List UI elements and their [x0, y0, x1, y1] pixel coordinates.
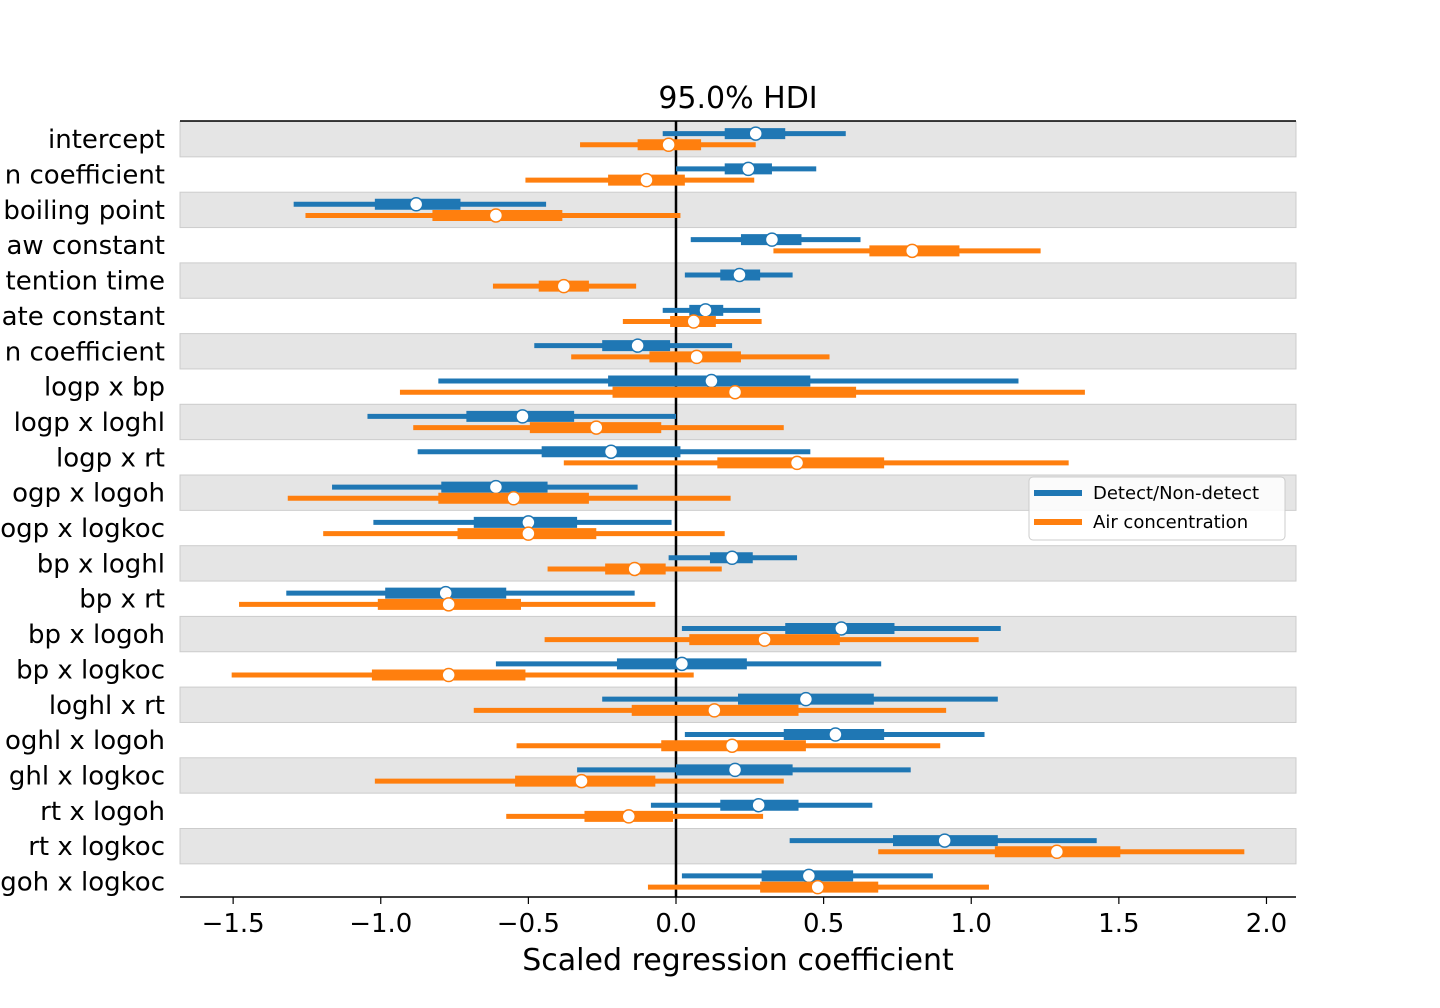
median-point	[639, 172, 654, 188]
median-point	[751, 797, 766, 813]
median-point	[589, 420, 604, 435]
x-tick-label: −0.5	[497, 909, 560, 939]
median-point	[630, 338, 645, 353]
median-point	[661, 137, 676, 153]
median-point	[674, 656, 690, 672]
row-band	[179, 121, 1297, 158]
x-axis-label: Scaled regression coefficient	[522, 943, 954, 978]
row-band	[179, 191, 1297, 229]
axes: −1.5 −1.0 −0.5 0.0 0.5 1.0 1.5 2.0 intercept n co…	[0, 120, 1296, 939]
row-band	[179, 615, 1297, 653]
y-tick-label: logp x bp	[44, 373, 165, 403]
median-point	[686, 314, 701, 329]
y-tick-label: aw constant	[7, 231, 166, 261]
median-point	[556, 278, 572, 294]
x-tick-label: 1.0	[951, 909, 992, 939]
legend-label: Air concentration	[1093, 512, 1248, 533]
median-point	[441, 667, 456, 683]
x-tick-label: −1.0	[349, 909, 412, 939]
median-point	[828, 727, 843, 742]
y-tick-label: bp x logkoc	[16, 655, 165, 685]
x-tick-label: 1.5	[1098, 909, 1139, 939]
legend: Detect/Non-detect Air concentration	[1028, 476, 1286, 541]
y-tick-label: ogp x logkoc	[0, 514, 165, 544]
x-tick-label: 0.0	[655, 909, 696, 939]
median-point	[727, 384, 743, 400]
row-band	[179, 686, 1297, 723]
median-point	[698, 303, 713, 318]
y-tick-label: n coefficient	[5, 161, 165, 191]
median-point	[741, 161, 756, 177]
median-point	[621, 809, 637, 824]
median-point	[727, 762, 743, 778]
y-tick-label: ghl x logkoc	[9, 761, 165, 791]
median-point	[810, 879, 825, 895]
median-point	[801, 868, 817, 884]
y-tick-label: rt x logkoc	[28, 832, 165, 862]
legend-box	[1028, 476, 1286, 541]
x-tick-label: 0.5	[803, 909, 844, 939]
y-tick-label: boiling point	[3, 196, 165, 226]
y-tick-label: ogp x logoh	[12, 479, 165, 509]
median-point	[704, 373, 719, 389]
median-point	[904, 243, 920, 259]
median-point	[506, 491, 521, 506]
median-point	[515, 409, 530, 424]
median-point	[488, 208, 504, 223]
x-tick-label: −1.5	[202, 909, 265, 939]
y-tick-label: ate constant	[2, 302, 165, 332]
chart-title: 95.0% HDI	[658, 81, 817, 116]
y-tick-label: bp x rt	[79, 585, 165, 615]
y-tick-label: bp x loghl	[37, 549, 165, 579]
median-point	[1049, 844, 1065, 860]
median-point	[627, 561, 642, 577]
median-point	[603, 444, 619, 459]
y-tick-label: bp x logoh	[28, 620, 165, 650]
median-point	[724, 738, 740, 753]
median-point	[574, 773, 589, 789]
median-point	[834, 621, 849, 636]
median-point	[764, 232, 780, 247]
median-point	[689, 349, 704, 365]
y-tick-label: loghl x rt	[49, 691, 165, 721]
x-tick-label: 2.0	[1246, 909, 1287, 939]
median-point	[441, 597, 456, 612]
y-tick-label: rt x logoh	[40, 797, 165, 827]
median-point	[408, 197, 424, 212]
row-band	[179, 333, 1297, 370]
row-band	[179, 545, 1297, 582]
median-point	[488, 479, 504, 495]
y-tick-label: logp x loghl	[14, 408, 165, 438]
median-point	[724, 550, 740, 566]
y-tick-label: logp x rt	[56, 443, 165, 473]
legend-label: Detect/Non-detect	[1093, 483, 1259, 504]
median-point	[732, 267, 747, 283]
median-point	[707, 703, 722, 718]
y-tick-label: goh x logkoc	[0, 868, 165, 898]
y-tick-label: tention time	[6, 267, 165, 297]
median-point	[789, 455, 805, 471]
median-point	[521, 526, 536, 541]
median-point	[937, 833, 952, 848]
y-tick-label: oghl x logoh	[5, 726, 165, 756]
row-band	[179, 828, 1297, 865]
median-point	[748, 126, 763, 141]
y-tick-label: n coefficient	[5, 337, 165, 367]
median-point	[757, 632, 772, 647]
median-point	[798, 691, 814, 707]
y-tick-label: intercept	[48, 125, 165, 155]
plot-marks	[231, 121, 1245, 897]
row-band	[179, 403, 1297, 441]
